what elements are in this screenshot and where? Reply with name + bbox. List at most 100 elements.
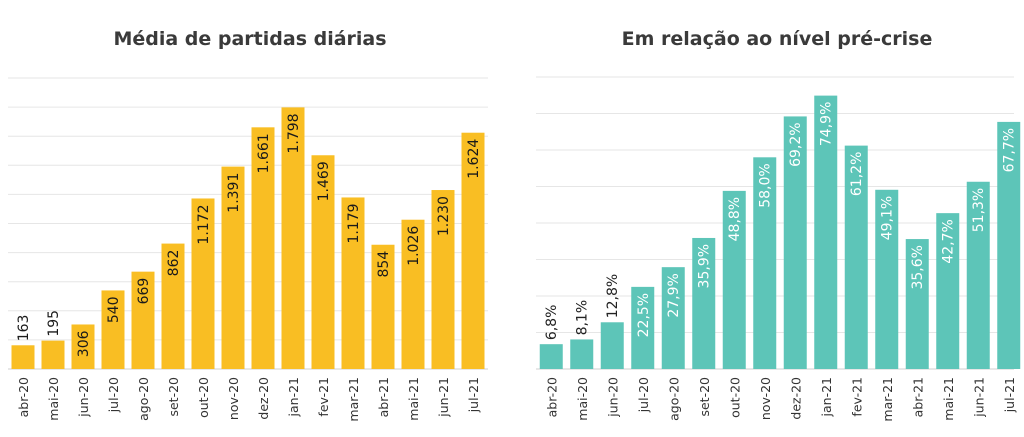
x-tick-label: jan-21 xyxy=(286,377,301,417)
bar-value-label: 22,5% xyxy=(636,293,652,337)
bar-value-label: 1.469 xyxy=(316,161,332,201)
bar-value-label: 61,2% xyxy=(849,152,865,196)
x-tick-label: abr-20 xyxy=(16,377,31,417)
x-tick-label: nov-20 xyxy=(758,377,773,420)
bar xyxy=(844,145,868,369)
bar xyxy=(814,95,838,370)
x-tick-label: jul-21 xyxy=(466,377,481,413)
x-tick-label: fev-21 xyxy=(849,377,864,417)
chart-daily-departures: Média de partidas diárias 163 abr-20 195 ma… xyxy=(0,0,500,437)
bar xyxy=(661,267,685,369)
x-tick-label: jun-20 xyxy=(605,377,620,418)
bar xyxy=(600,322,624,369)
bar-value-label: 69,2% xyxy=(788,122,804,166)
bar-value-label: 51,3% xyxy=(971,188,987,232)
x-tick-label: nov-20 xyxy=(226,377,241,420)
x-tick-label: mai-21 xyxy=(941,377,956,421)
x-tick-label: ago-20 xyxy=(666,377,681,421)
bar-value-label: 49,1% xyxy=(880,196,896,240)
x-tick-label: fev-21 xyxy=(316,377,331,417)
bar xyxy=(311,155,335,369)
x-tick-label: out-20 xyxy=(196,377,211,418)
x-tick-label: jun-20 xyxy=(76,377,91,418)
x-tick-label: mai-21 xyxy=(406,377,421,421)
bar xyxy=(281,107,305,370)
bar-value-label: 35,9% xyxy=(697,244,713,288)
x-tick-label: jul-20 xyxy=(636,377,651,413)
bar-value-label: 540 xyxy=(106,296,122,323)
bar-value-label: 8,1% xyxy=(575,300,591,336)
x-tick-label: set-20 xyxy=(697,377,712,417)
bar xyxy=(251,127,275,370)
bar xyxy=(221,166,245,369)
bar xyxy=(692,237,716,369)
bar xyxy=(570,339,594,369)
bar-value-label: 1.798 xyxy=(286,113,302,153)
bar-value-label: 669 xyxy=(136,278,152,305)
x-tick-label: jul-21 xyxy=(1002,377,1017,413)
x-tick-label: out-20 xyxy=(727,377,742,418)
bar xyxy=(401,219,425,369)
bar-value-label: 163 xyxy=(16,315,32,342)
bar-value-label: 42,7% xyxy=(941,219,957,263)
x-tick-label: jun-21 xyxy=(436,377,451,418)
bar-value-label: 862 xyxy=(166,250,182,277)
chart-plot: 6,8% abr-20 8,1% mai-20 12,8% jun-20 22,5% jul-… xyxy=(536,76,1021,422)
bar xyxy=(341,197,365,369)
bar xyxy=(997,121,1021,370)
bar xyxy=(875,189,899,369)
chart-title: Média de partidas diárias xyxy=(113,28,387,50)
x-tick-label: ago-20 xyxy=(136,377,151,421)
x-tick-label: jan-21 xyxy=(819,377,834,417)
bar-value-label: 1.172 xyxy=(196,204,212,244)
bar xyxy=(905,239,929,369)
x-tick-label: mai-20 xyxy=(46,377,61,421)
bar-value-label: 6,8% xyxy=(544,305,560,341)
bar-value-label: 12,8% xyxy=(605,274,621,318)
bar-value-label: 67,7% xyxy=(1002,128,1018,172)
bar-value-label: 1.624 xyxy=(466,139,482,179)
x-tick-label: dez-20 xyxy=(788,377,803,420)
x-tick-label: jul-20 xyxy=(106,377,121,413)
bar xyxy=(966,181,990,369)
x-tick-label: mar-21 xyxy=(880,377,895,422)
x-tick-label: abr-21 xyxy=(910,377,925,417)
bar xyxy=(101,290,125,369)
bar xyxy=(631,286,655,369)
bar-value-label: 1.230 xyxy=(436,196,452,236)
x-tick-label: mar-21 xyxy=(346,377,361,422)
bar-value-label: 306 xyxy=(76,330,92,357)
x-tick-label: jun-21 xyxy=(971,377,986,418)
bar xyxy=(161,243,185,369)
bar xyxy=(71,324,95,369)
bar xyxy=(783,116,807,369)
x-tick-label: abr-20 xyxy=(544,377,559,417)
bar xyxy=(461,132,485,369)
x-tick-label: abr-21 xyxy=(376,377,391,417)
chart-plot: 163 abr-20 195 mai-20 306 jun-20 540 jul-20 669 a… xyxy=(8,77,488,422)
bar xyxy=(722,190,746,369)
bar-value-label: 195 xyxy=(46,310,62,337)
bar-value-label: 1.661 xyxy=(256,133,272,173)
chart-pre-crisis-level: Em relação ao nível pré-crise 6,8% abr-20… xyxy=(530,0,1024,437)
bar xyxy=(131,271,155,369)
bar-value-label: 58,0% xyxy=(758,163,774,207)
bar-value-label: 1.179 xyxy=(346,203,362,243)
bar-value-label: 854 xyxy=(376,251,392,278)
bar xyxy=(936,213,960,369)
bar xyxy=(191,198,215,369)
bar xyxy=(11,345,35,369)
bar xyxy=(371,244,395,369)
bar xyxy=(41,340,65,369)
chart-title: Em relação ao nível pré-crise xyxy=(621,28,933,50)
bar xyxy=(753,157,777,369)
bar-value-label: 48,8% xyxy=(727,197,743,241)
x-tick-label: mai-20 xyxy=(575,377,590,421)
bar-value-label: 1.026 xyxy=(406,226,422,266)
bar-value-label: 74,9% xyxy=(819,102,835,146)
x-tick-label: set-20 xyxy=(166,377,181,417)
bar-value-label: 1.391 xyxy=(226,173,242,213)
bar-value-label: 35,6% xyxy=(910,245,926,289)
bar xyxy=(431,190,455,369)
